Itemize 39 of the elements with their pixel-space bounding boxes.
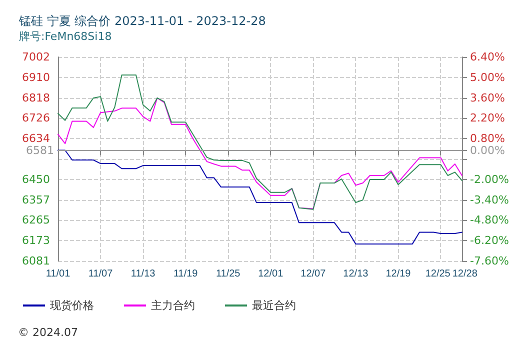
legend-label: 主力合约 [151,299,195,312]
x-tick-label: 12/19 [386,268,412,280]
y-tick-label: 6726 [22,112,50,125]
y2-tick-label: 2.20% [470,112,505,125]
y2-tick-label: -3.40% [470,193,509,206]
legend-label: 现货价格 [50,299,94,312]
x-tick-label: 12/28 [452,268,478,280]
y-tick-label: 6450 [22,172,50,186]
x-tick-label: 11/13 [130,268,156,280]
chart-title: 锰硅 宁夏 综合价 2023-11-01 - 2023-12-28 [18,14,266,28]
x-tick-label: 11/25 [216,268,241,280]
y-tick-label: 6173 [22,234,50,248]
y2-tick-label: 0.00% [470,144,505,157]
x-tick-label: 12/01 [258,268,284,280]
y-tick-label: 6265 [22,214,50,227]
text: © 2024.07 [18,326,78,339]
y-tick-label: 6634 [22,132,50,146]
x-tick-label: 11/01 [46,268,71,280]
y-tick-label: 6081 [22,254,50,268]
x-tick-label: 12/07 [300,268,326,280]
y2-tick-label: -7.60% [470,254,509,268]
ref-line-label: 6581 [26,144,54,157]
x-tick-label: 11/19 [173,268,198,280]
chart-subtitle: 牌号:FeMn68Si18 [19,30,112,43]
y2-tick-label: 6.40% [470,50,505,64]
y2-tick-label: 0.80% [470,132,505,146]
x-tick-label: 12/25 [425,268,451,280]
y-tick-label: 7002 [22,50,50,64]
x-tick-label: 12/13 [343,268,369,280]
y-tick-label: 6818 [22,91,50,104]
y2-tick-label: -6.20% [470,234,509,248]
y2-tick-label: 5.00% [470,70,505,84]
y2-tick-label: 3.60% [470,91,505,104]
y-tick-label: 6357 [22,193,50,206]
legend-label: 最近合约 [252,299,296,312]
y2-tick-label: -4.80% [470,214,509,227]
x-tick-label: 11/07 [88,268,114,280]
y2-tick-label: -2.00% [470,172,509,186]
y-tick-label: 6910 [22,70,50,84]
